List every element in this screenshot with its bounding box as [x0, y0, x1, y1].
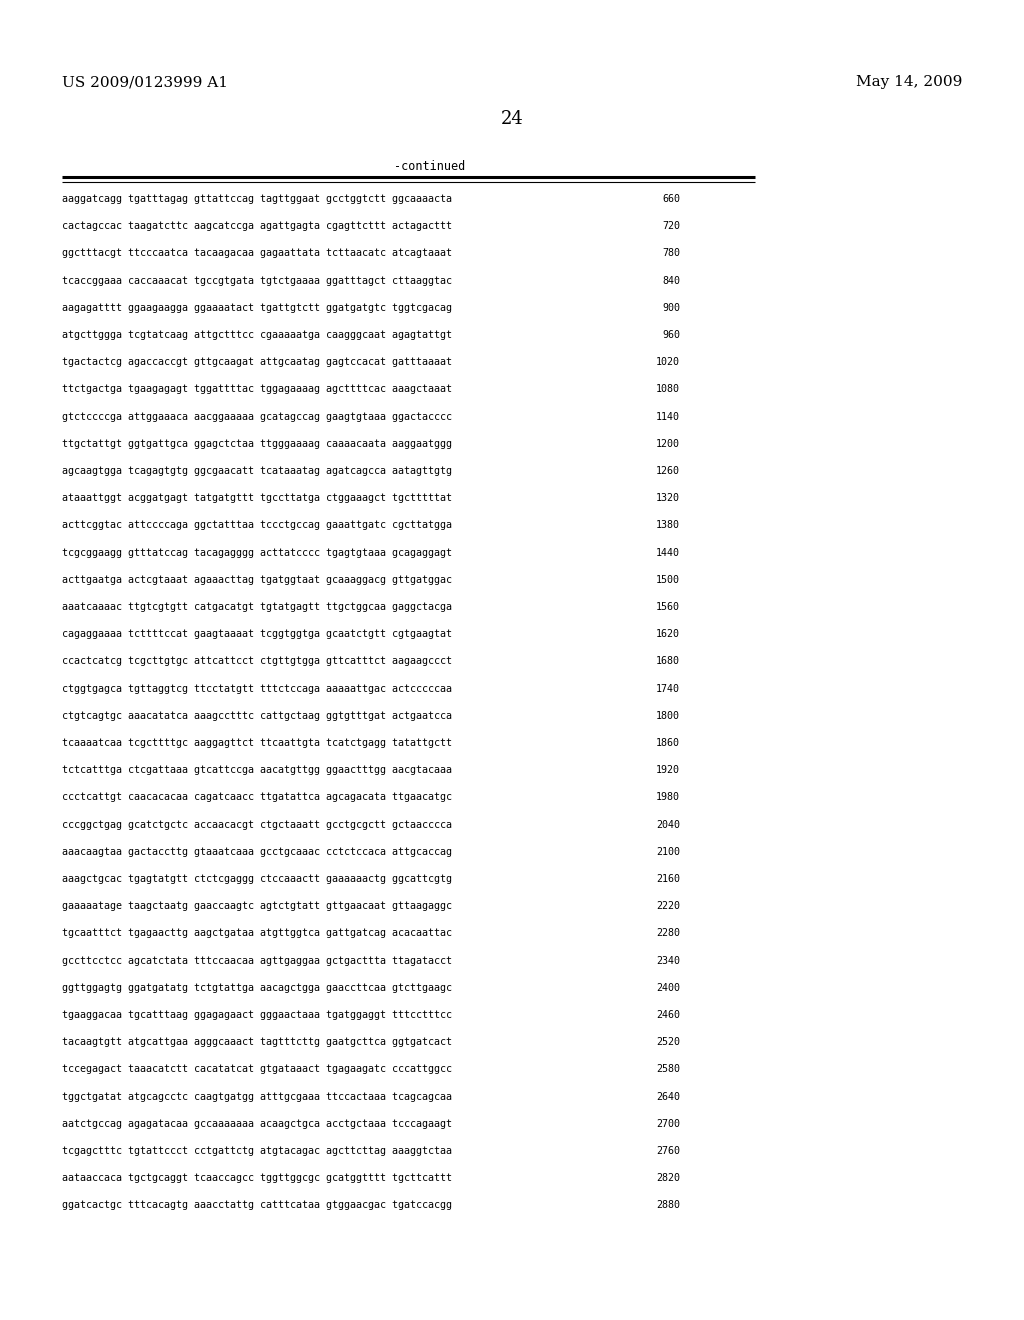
Text: -continued: -continued — [394, 160, 466, 173]
Text: 2820: 2820 — [656, 1173, 680, 1183]
Text: tggctgatat atgcagcctc caagtgatgg atttgcgaaa ttccactaaa tcagcagcaa: tggctgatat atgcagcctc caagtgatgg atttgcg… — [62, 1092, 452, 1102]
Text: 840: 840 — [662, 276, 680, 285]
Text: 1320: 1320 — [656, 494, 680, 503]
Text: ccactcatcg tcgcttgtgc attcattcct ctgttgtgga gttcatttct aagaagccct: ccactcatcg tcgcttgtgc attcattcct ctgttgt… — [62, 656, 452, 667]
Text: aaagctgcac tgagtatgtt ctctcgaggg ctccaaactt gaaaaaactg ggcattcgtg: aaagctgcac tgagtatgtt ctctcgaggg ctccaaa… — [62, 874, 452, 884]
Text: 2220: 2220 — [656, 902, 680, 911]
Text: 960: 960 — [662, 330, 680, 341]
Text: 24: 24 — [501, 110, 523, 128]
Text: aataaccaca tgctgcaggt tcaaccagcc tggttggcgc gcatggtttt tgcttcattt: aataaccaca tgctgcaggt tcaaccagcc tggttgg… — [62, 1173, 452, 1183]
Text: 1980: 1980 — [656, 792, 680, 803]
Text: atgcttggga tcgtatcaag attgctttcc cgaaaaatga caagggcaat agagtattgt: atgcttggga tcgtatcaag attgctttcc cgaaaaa… — [62, 330, 452, 341]
Text: ggttggagtg ggatgatatg tctgtattga aacagctgga gaaccttcaa gtcttgaagc: ggttggagtg ggatgatatg tctgtattga aacagct… — [62, 983, 452, 993]
Text: 1560: 1560 — [656, 602, 680, 612]
Text: 1440: 1440 — [656, 548, 680, 557]
Text: tgcaatttct tgagaacttg aagctgataa atgttggtca gattgatcag acacaattac: tgcaatttct tgagaacttg aagctgataa atgttgg… — [62, 928, 452, 939]
Text: 660: 660 — [662, 194, 680, 205]
Text: 1080: 1080 — [656, 384, 680, 395]
Text: 2280: 2280 — [656, 928, 680, 939]
Text: cccggctgag gcatctgctc accaacacgt ctgctaaatt gcctgcgctt gctaacccca: cccggctgag gcatctgctc accaacacgt ctgctaa… — [62, 820, 452, 829]
Text: aaatcaaaac ttgtcgtgtt catgacatgt tgtatgagtt ttgctggcaa gaggctacga: aaatcaaaac ttgtcgtgtt catgacatgt tgtatga… — [62, 602, 452, 612]
Text: 900: 900 — [662, 302, 680, 313]
Text: tcgcggaagg gtttatccag tacagagggg acttatcccc tgagtgtaaa gcagaggagt: tcgcggaagg gtttatccag tacagagggg acttatc… — [62, 548, 452, 557]
Text: tctcatttga ctcgattaaa gtcattccga aacatgttgg ggaactttgg aacgtacaaa: tctcatttga ctcgattaaa gtcattccga aacatgt… — [62, 766, 452, 775]
Text: acttgaatga actcgtaaat agaaacttag tgatggtaat gcaaaggacg gttgatggac: acttgaatga actcgtaaat agaaacttag tgatggt… — [62, 574, 452, 585]
Text: ttctgactga tgaagagagt tggattttac tggagaaaag agcttttcac aaagctaaat: ttctgactga tgaagagagt tggattttac tggagaa… — [62, 384, 452, 395]
Text: 1020: 1020 — [656, 358, 680, 367]
Text: tgaaggacaa tgcatttaag ggagagaact gggaactaaa tgatggaggt tttcctttcc: tgaaggacaa tgcatttaag ggagagaact gggaact… — [62, 1010, 452, 1020]
Text: May 14, 2009: May 14, 2009 — [856, 75, 962, 88]
Text: tgactactcg agaccaccgt gttgcaagat attgcaatag gagtccacat gatttaaaat: tgactactcg agaccaccgt gttgcaagat attgcaa… — [62, 358, 452, 367]
Text: aaggatcagg tgatttagag gttattccag tagttggaat gcctggtctt ggcaaaacta: aaggatcagg tgatttagag gttattccag tagttgg… — [62, 194, 452, 205]
Text: 1620: 1620 — [656, 630, 680, 639]
Text: 2460: 2460 — [656, 1010, 680, 1020]
Text: 1680: 1680 — [656, 656, 680, 667]
Text: 1500: 1500 — [656, 574, 680, 585]
Text: 1380: 1380 — [656, 520, 680, 531]
Text: aatctgccag agagatacaa gccaaaaaaa acaagctgca acctgctaaa tcccagaagt: aatctgccag agagatacaa gccaaaaaaa acaagct… — [62, 1119, 452, 1129]
Text: 780: 780 — [662, 248, 680, 259]
Text: gaaaaatage taagctaatg gaaccaagtc agtctgtatt gttgaacaat gttaagaggc: gaaaaatage taagctaatg gaaccaagtc agtctgt… — [62, 902, 452, 911]
Text: 2160: 2160 — [656, 874, 680, 884]
Text: gtctccccga attggaaaca aacggaaaaa gcatagccag gaagtgtaaa ggactacccc: gtctccccga attggaaaca aacggaaaaa gcatagc… — [62, 412, 452, 421]
Text: 2040: 2040 — [656, 820, 680, 829]
Text: tcgagctttc tgtattccct cctgattctg atgtacagac agcttcttag aaaggtctaa: tcgagctttc tgtattccct cctgattctg atgtaca… — [62, 1146, 452, 1156]
Text: US 2009/0123999 A1: US 2009/0123999 A1 — [62, 75, 228, 88]
Text: ataaattggt acggatgagt tatgatgttt tgccttatga ctggaaagct tgctttttat: ataaattggt acggatgagt tatgatgttt tgcctta… — [62, 494, 452, 503]
Text: ttgctattgt ggtgattgca ggagctctaa ttgggaaaag caaaacaata aaggaatggg: ttgctattgt ggtgattgca ggagctctaa ttgggaa… — [62, 438, 452, 449]
Text: ccctcattgt caacacacaa cagatcaacc ttgatattca agcagacata ttgaacatgc: ccctcattgt caacacacaa cagatcaacc ttgatat… — [62, 792, 452, 803]
Text: 1920: 1920 — [656, 766, 680, 775]
Text: 2700: 2700 — [656, 1119, 680, 1129]
Text: cagaggaaaa tcttttccat gaagtaaaat tcggtggtga gcaatctgtt cgtgaagtat: cagaggaaaa tcttttccat gaagtaaaat tcggtgg… — [62, 630, 452, 639]
Text: 2580: 2580 — [656, 1064, 680, 1074]
Text: 2520: 2520 — [656, 1038, 680, 1047]
Text: 1200: 1200 — [656, 438, 680, 449]
Text: 720: 720 — [662, 222, 680, 231]
Text: ggatcactgc tttcacagtg aaacctattg catttcataa gtggaacgac tgatccacgg: ggatcactgc tttcacagtg aaacctattg catttca… — [62, 1200, 452, 1210]
Text: ctggtgagca tgttaggtcg ttcctatgtt tttctccaga aaaaattgac actcccccaa: ctggtgagca tgttaggtcg ttcctatgtt tttctcc… — [62, 684, 452, 693]
Text: cactagccac taagatcttc aagcatccga agattgagta cgagttcttt actagacttt: cactagccac taagatcttc aagcatccga agattga… — [62, 222, 452, 231]
Text: 2880: 2880 — [656, 1200, 680, 1210]
Text: 1740: 1740 — [656, 684, 680, 693]
Text: aaacaagtaa gactaccttg gtaaatcaaa gcctgcaaac cctctccaca attgcaccag: aaacaagtaa gactaccttg gtaaatcaaa gcctgca… — [62, 847, 452, 857]
Text: tcaaaatcaa tcgcttttgc aaggagttct ttcaattgta tcatctgagg tatattgctt: tcaaaatcaa tcgcttttgc aaggagttct ttcaatt… — [62, 738, 452, 748]
Text: ctgtcagtgc aaacatatca aaagcctttc cattgctaag ggtgtttgat actgaatcca: ctgtcagtgc aaacatatca aaagcctttc cattgct… — [62, 710, 452, 721]
Text: gccttcctcc agcatctata tttccaacaa agttgaggaa gctgacttta ttagatacct: gccttcctcc agcatctata tttccaacaa agttgag… — [62, 956, 452, 966]
Text: 2760: 2760 — [656, 1146, 680, 1156]
Text: tacaagtgtt atgcattgaa agggcaaact tagtttcttg gaatgcttca ggtgatcact: tacaagtgtt atgcattgaa agggcaaact tagtttc… — [62, 1038, 452, 1047]
Text: 1800: 1800 — [656, 710, 680, 721]
Text: 2400: 2400 — [656, 983, 680, 993]
Text: aagagatttt ggaagaagga ggaaaatact tgattgtctt ggatgatgtc tggtcgacag: aagagatttt ggaagaagga ggaaaatact tgattgt… — [62, 302, 452, 313]
Text: 2340: 2340 — [656, 956, 680, 966]
Text: acttcggtac attccccaga ggctatttaa tccctgccag gaaattgatc cgcttatgga: acttcggtac attccccaga ggctatttaa tccctgc… — [62, 520, 452, 531]
Text: tccegagact taaacatctt cacatatcat gtgataaact tgagaagatc cccattggcc: tccegagact taaacatctt cacatatcat gtgataa… — [62, 1064, 452, 1074]
Text: 1860: 1860 — [656, 738, 680, 748]
Text: 2100: 2100 — [656, 847, 680, 857]
Text: 2640: 2640 — [656, 1092, 680, 1102]
Text: ggctttacgt ttcccaatca tacaagacaa gagaattata tcttaacatc atcagtaaat: ggctttacgt ttcccaatca tacaagacaa gagaatt… — [62, 248, 452, 259]
Text: agcaagtgga tcagagtgtg ggcgaacatt tcataaatag agatcagcca aatagttgtg: agcaagtgga tcagagtgtg ggcgaacatt tcataaa… — [62, 466, 452, 477]
Text: 1140: 1140 — [656, 412, 680, 421]
Text: tcaccggaaa caccaaacat tgccgtgata tgtctgaaaa ggatttagct cttaaggtac: tcaccggaaa caccaaacat tgccgtgata tgtctga… — [62, 276, 452, 285]
Text: 1260: 1260 — [656, 466, 680, 477]
